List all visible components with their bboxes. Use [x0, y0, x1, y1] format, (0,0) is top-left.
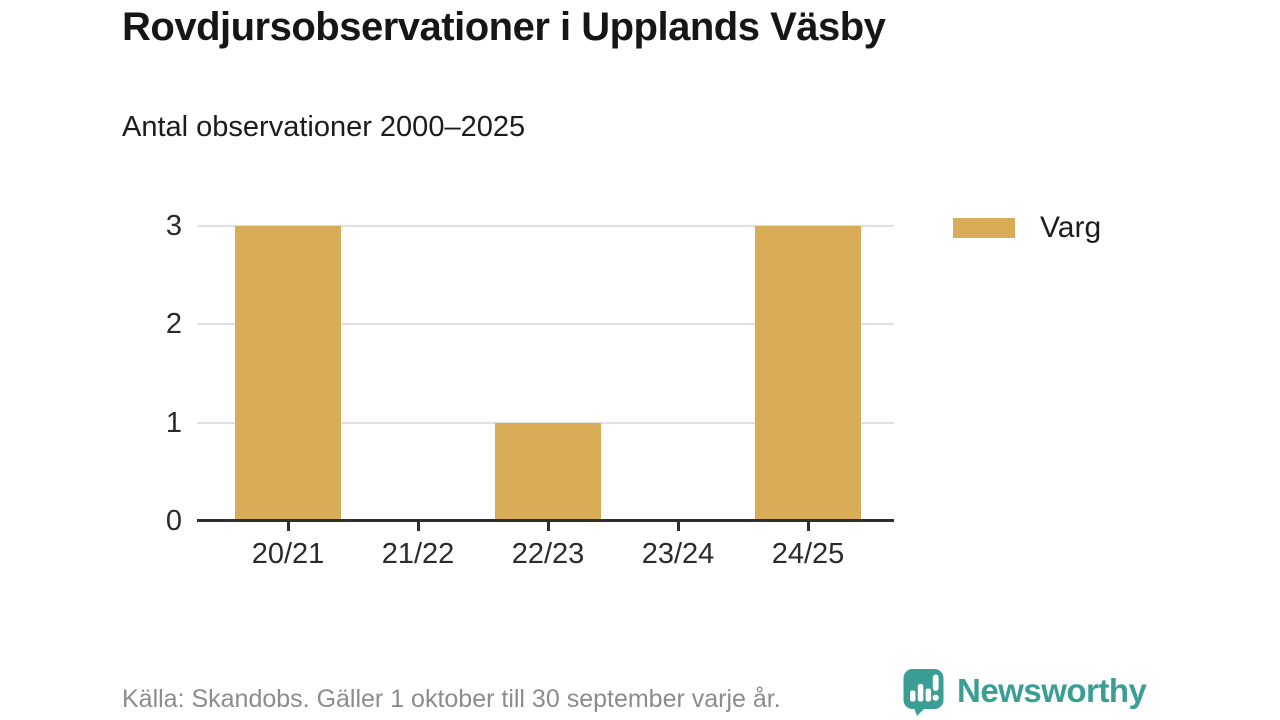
y-axis-label-2: 2: [165, 308, 182, 341]
bar-24-25: [755, 226, 861, 521]
gridline-y1: [197, 421, 894, 424]
y-axis-label-3: 3: [165, 210, 182, 242]
x-axis-label-21-22: 21/22: [381, 538, 455, 570]
source-note: Källa: Skandobs. Gäller 1 oktober till 3…: [122, 685, 781, 713]
x-tick-24-25: [806, 521, 810, 531]
x-axis-label-20-21: 20/21: [251, 538, 325, 570]
y-axis: 0 1 2 3: [128, 211, 182, 536]
x-axis-label-23-24: 23/24: [641, 538, 715, 570]
legend-label-varg: Varg: [1040, 211, 1102, 244]
plot-area: 20/21 21/22 22/23 23/24 24/25: [197, 225, 894, 570]
gridline-y2: [197, 323, 894, 326]
newsworthy-speech-bubble-bar-chart-icon: [903, 669, 944, 720]
y-axis-label-1: 1: [165, 406, 182, 439]
bar-20-21: [235, 226, 341, 521]
x-axis-label-22-23: 22/23: [511, 538, 585, 570]
chart-subtitle: Antal observationer 2000–2025: [122, 111, 526, 143]
newsworthy-wordmark: Newsworthy: [957, 672, 1147, 709]
x-tick-22-23: [546, 521, 550, 531]
x-axis-line: [197, 519, 894, 522]
legend-swatch-varg: [953, 218, 1015, 238]
x-axis-label-24-25: 24/25: [771, 538, 845, 570]
bar-22-23: [495, 422, 601, 521]
x-tick-21-22: [416, 521, 420, 531]
chart-title: Rovdjursobservationer i Upplands Väsby: [122, 5, 886, 49]
x-tick-23-24: [676, 521, 680, 531]
x-tick-20-21: [286, 521, 290, 531]
y-axis-label-0: 0: [165, 505, 182, 537]
gridline-y3: [197, 225, 894, 227]
